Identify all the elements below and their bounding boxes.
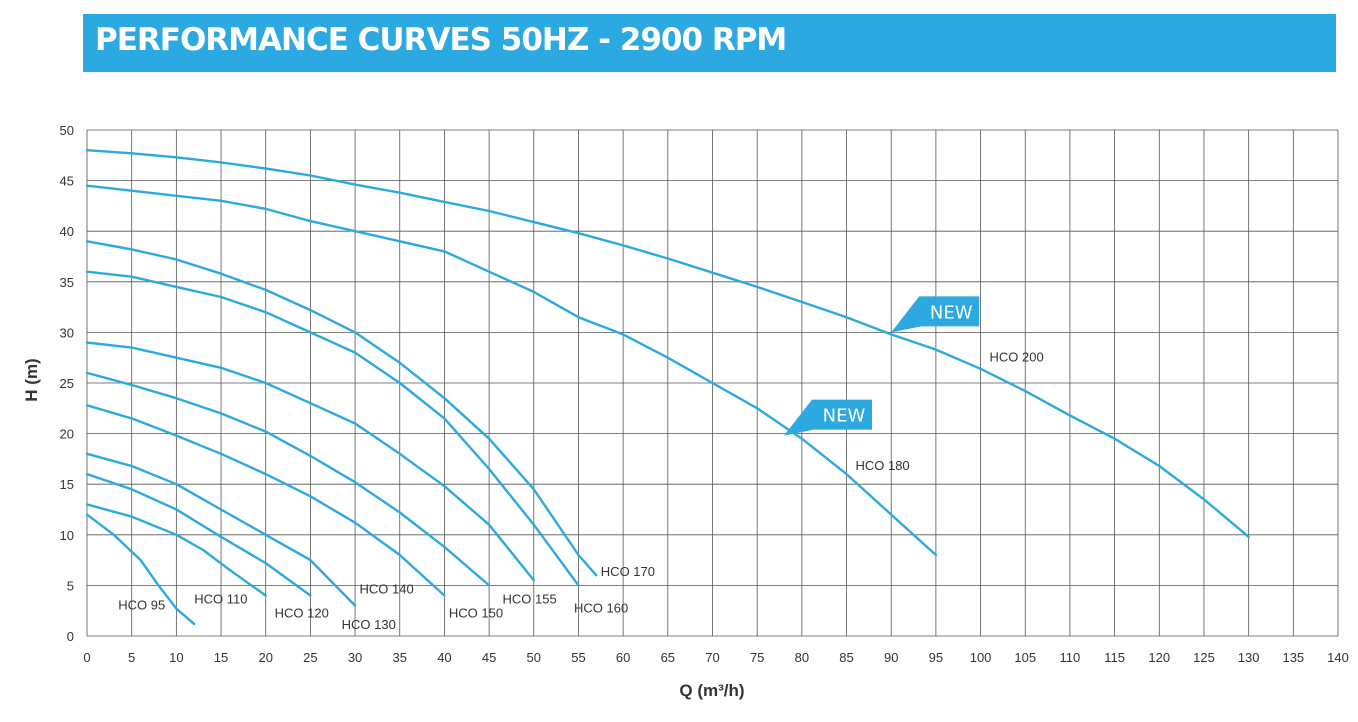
x-tick-label: 95 <box>929 650 943 665</box>
x-tick-label: 105 <box>1014 650 1036 665</box>
x-tick-label: 45 <box>482 650 496 665</box>
y-tick-label: 15 <box>60 477 74 492</box>
x-tick-label: 60 <box>616 650 630 665</box>
curve-hco-140 <box>85 404 446 597</box>
page-title: PERFORMANCE CURVES 50HZ - 2900 RPM <box>95 22 787 58</box>
x-tick-label: 135 <box>1282 650 1304 665</box>
x-tick-label: 130 <box>1238 650 1260 665</box>
x-tick-label: 15 <box>214 650 228 665</box>
new-badge-label: NEW <box>930 302 973 323</box>
chart-grid <box>86 129 1339 637</box>
x-tick-label: 5 <box>128 650 135 665</box>
x-tick-label: 65 <box>661 650 675 665</box>
y-tick-label: 5 <box>67 578 74 593</box>
x-tick-label: 110 <box>1060 650 1081 665</box>
curve-hco-130 <box>85 452 357 607</box>
x-tick-label: 80 <box>795 650 809 665</box>
curve-hco-180 <box>85 184 938 557</box>
curve-hco-170 <box>85 240 598 577</box>
x-tick-label: 70 <box>705 650 719 665</box>
x-axis-ticks: 0 5 10 15 20 25 30 35 40 45 50 55 60 65 70 75 80 85 90 95 10… <box>83 650 1348 665</box>
x-tick-label: 115 <box>1104 650 1125 665</box>
y-tick-label: 10 <box>60 528 74 543</box>
y-axis-ticks: 0 5 10 15 20 25 30 35 40 45 50 <box>60 123 74 644</box>
y-tick-label: 0 <box>67 629 74 644</box>
x-tick-label: 100 <box>970 650 992 665</box>
curve-label: HCO 150 <box>449 606 503 621</box>
curve-hco-160 <box>85 270 580 587</box>
curve-hco-155 <box>85 341 535 582</box>
curve-label: HCO 130 <box>342 617 396 632</box>
x-tick-label: 25 <box>303 650 317 665</box>
x-tick-label: 20 <box>258 650 272 665</box>
x-tick-label: 85 <box>839 650 853 665</box>
curve-hco-150 <box>85 371 491 587</box>
y-tick-label: 45 <box>60 174 74 189</box>
curve-hco-95 <box>85 513 196 626</box>
new-badge <box>783 399 872 436</box>
x-tick-label: 140 <box>1327 650 1349 665</box>
curve-hco-110 <box>85 503 267 597</box>
x-tick-label: 125 <box>1193 650 1215 665</box>
curve-label: HCO 200 <box>990 350 1044 365</box>
x-tick-label: 30 <box>348 650 362 665</box>
y-tick-label: 50 <box>60 123 74 138</box>
curve-labels: HCO 95 HCO 110 HCO 120 HCO 130 HCO 140 HCO 15… <box>118 350 1043 632</box>
x-tick-label: 10 <box>169 650 183 665</box>
pump-curves <box>85 148 1250 626</box>
curve-label: HCO 155 <box>503 592 557 607</box>
x-axis-title: Q (m³/h) <box>679 681 744 700</box>
x-tick-label: 75 <box>750 650 764 665</box>
y-tick-label: 35 <box>60 275 74 290</box>
y-axis-title: H (m) <box>22 358 41 401</box>
curve-label: HCO 170 <box>601 564 655 579</box>
x-tick-label: 55 <box>571 650 585 665</box>
y-tick-label: 30 <box>60 325 74 340</box>
y-tick-label: 25 <box>60 376 74 391</box>
x-tick-label: 90 <box>884 650 898 665</box>
curve-label: HCO 160 <box>574 601 628 616</box>
curve-label: HCO 120 <box>275 606 329 621</box>
x-tick-label: 35 <box>393 650 407 665</box>
y-tick-label: 20 <box>60 427 74 442</box>
title-banner: PERFORMANCE CURVES 50HZ - 2900 RPM <box>83 14 1336 72</box>
curve-label: HCO 180 <box>855 458 909 473</box>
curve-label: HCO 110 <box>194 592 247 607</box>
curve-hco-120 <box>85 472 312 597</box>
new-badge-label: NEW <box>823 406 866 427</box>
x-tick-label: 50 <box>527 650 541 665</box>
curve-hco-200 <box>85 148 1250 538</box>
x-tick-label: 120 <box>1148 650 1170 665</box>
y-tick-label: 40 <box>60 224 74 239</box>
x-tick-label: 40 <box>437 650 451 665</box>
x-tick-label: 0 <box>83 650 90 665</box>
curve-label: HCO 95 <box>118 598 165 613</box>
curve-label: HCO 140 <box>360 581 414 596</box>
new-badge <box>891 296 980 333</box>
new-badges: NEW NEW <box>783 296 980 436</box>
